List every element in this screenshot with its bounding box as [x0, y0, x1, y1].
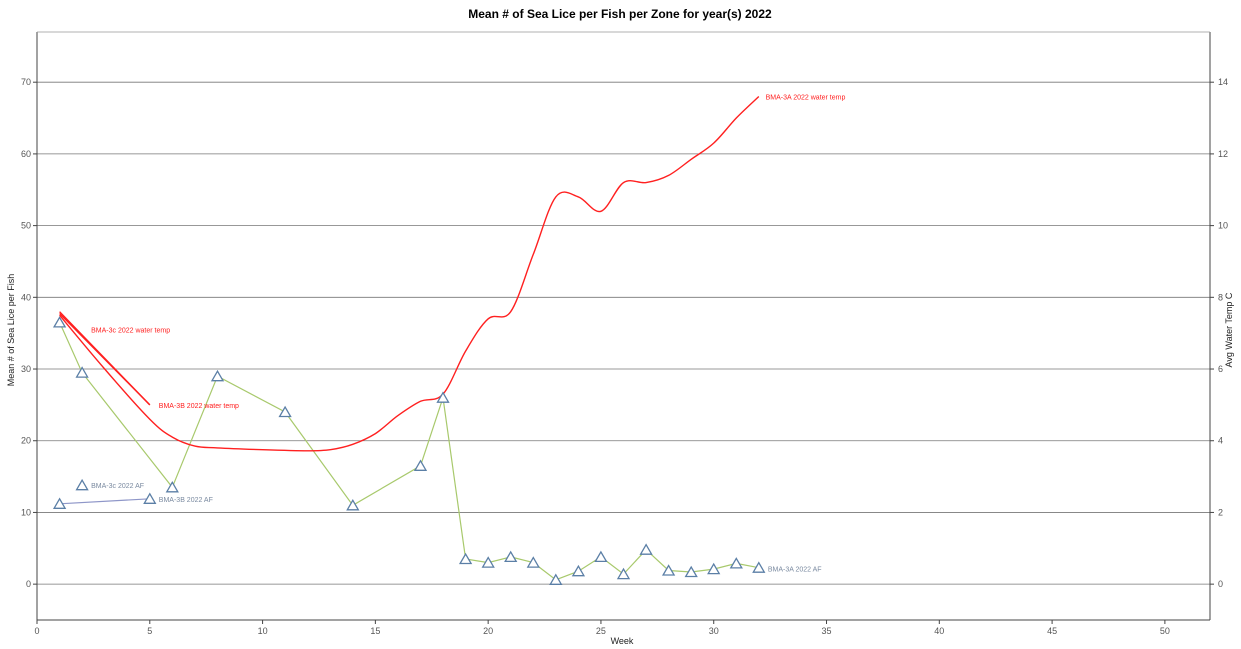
grid-layer	[37, 81, 1210, 585]
series-bma-3a-2022-af-point	[661, 564, 676, 576]
y-axis-label-left: Mean # of Sea Lice per Fish	[6, 274, 16, 387]
x-tick-label: 35	[822, 626, 832, 636]
y-tick-label-right: 8	[1218, 292, 1223, 302]
y-tick-label-right: 12	[1218, 149, 1228, 159]
x-tick-label: 0	[34, 626, 39, 636]
series-bma-3a-2022-af-point	[504, 550, 518, 563]
series-bma-3a-2022-af-point	[571, 564, 586, 577]
x-tick-label: 45	[1047, 626, 1057, 636]
series-bma-3a-2022-af-point	[481, 556, 495, 568]
y-tick-label-right: 6	[1218, 364, 1223, 374]
series-bma-3a-2022-af-point	[616, 567, 631, 580]
series-bma-3a-2022-af-point	[346, 499, 360, 511]
series-annotation: BMA-3B 2022 AF	[159, 497, 213, 504]
series-bma-3a-2022-af-point	[278, 405, 292, 418]
chart-title: Mean # of Sea Lice per Fish per Zone for…	[468, 7, 772, 21]
y-tick-label-right: 2	[1218, 507, 1223, 517]
y-tick-label-left: 20	[21, 436, 31, 446]
y-tick-label-left: 50	[21, 221, 31, 231]
x-tick-label: 25	[596, 626, 606, 636]
series-bma-3a-2022-af-point	[639, 543, 653, 555]
series-bma-3a-2022-af-point	[413, 459, 428, 471]
y-tick-label-left: 30	[21, 364, 31, 374]
y-tick-label-left: 0	[26, 579, 31, 589]
series-bma-3a-2022-af-point	[549, 573, 563, 585]
axes-layer: 0 10 20 30 40 50 60 70 0 2 4 6 8 10 12 14 0 5 10 15 20 25 30 35…	[21, 31, 1228, 636]
series-bma-3b-2022-af-line	[59, 498, 150, 505]
x-tick-label: 40	[934, 626, 944, 636]
series-bma-3a-2022-af-point	[729, 557, 743, 569]
series-bma-3a-2022-af-line	[59, 322, 759, 581]
series-annotation: BMA-3A 2022 water temp	[766, 95, 846, 102]
series-annotation: BMA-3B 2022 water temp	[159, 403, 239, 410]
x-tick-label: 50	[1160, 626, 1170, 636]
y-axis-label-right: Avg Water Temp C	[1224, 292, 1234, 367]
y-tick-label-right: 10	[1218, 221, 1228, 231]
series-bma-3a-2022-af-point	[165, 481, 179, 493]
series-annotation: BMA-3c 2022 AF	[91, 483, 144, 490]
series-bma-3a-2022-af-point	[210, 369, 225, 382]
label-layer: BMA-3A 2022 water temp BMA-3c 2022 water …	[91, 95, 845, 574]
series-bma-3a-2022-af-point	[75, 366, 89, 378]
series-bma-3a-2022-af-point	[436, 391, 450, 403]
y-tick-label-right: 0	[1218, 579, 1223, 589]
x-tick-label: 5	[147, 626, 152, 636]
series-bma-3a-2022-af-point	[684, 565, 698, 578]
series-annotation: BMA-3c 2022 water temp	[91, 328, 170, 335]
y-tick-label-left: 70	[21, 77, 31, 87]
x-tick-label: 30	[709, 626, 719, 636]
series-bma-3a-2022-af-point	[52, 316, 67, 328]
y-tick-label-left: 40	[21, 292, 31, 302]
x-tick-label: 20	[483, 626, 493, 636]
series-layer	[59, 95, 760, 581]
y-tick-label-right: 4	[1218, 436, 1223, 446]
x-tick-label: 10	[258, 626, 268, 636]
series-bma-3c-2022-af-point	[75, 478, 89, 491]
series-bma-3a-2022-af-point	[707, 562, 721, 575]
series-bma-3a-2022-af-point	[594, 550, 608, 563]
series-bma-3a-2022-water-temp-line	[59, 95, 760, 452]
x-tick-label: 15	[370, 626, 380, 636]
series-bma-3b-2022-af-point	[52, 497, 67, 509]
y-tick-label-left: 10	[21, 507, 31, 517]
series-bma-3a-2022-af-point	[526, 556, 540, 568]
series-annotation: BMA-3A 2022 AF	[768, 566, 822, 573]
series-bma-3a-2022-af-point	[752, 561, 766, 573]
series-bma-3b-2022-af-point	[143, 492, 157, 504]
marker-layer	[52, 316, 766, 585]
y-tick-label-right: 14	[1218, 77, 1228, 87]
series-bma-3a-2022-af-point	[458, 552, 473, 565]
series-bma-3b-2022-water-temp-line	[59, 313, 151, 406]
y-tick-label-left: 60	[21, 149, 31, 159]
x-axis-label: Week	[611, 636, 634, 646]
